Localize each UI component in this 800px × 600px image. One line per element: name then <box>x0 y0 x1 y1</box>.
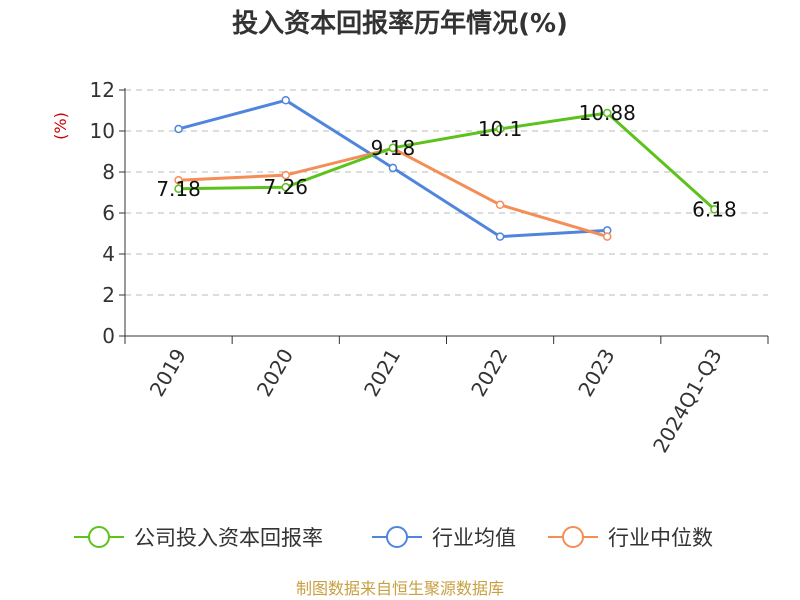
y-tick-label-4: 4 <box>102 242 115 266</box>
legend: 公司投入资本回报率 行业均值 行业中位数 <box>74 526 713 550</box>
data-label-0: 7.18 <box>156 177 201 201</box>
gridlines <box>125 89 768 296</box>
y-tick-label-2: 2 <box>102 283 115 307</box>
series-line-2 <box>178 146 608 239</box>
series-2-point-4 <box>603 232 612 241</box>
source-note: 制图数据来自恒生聚源数据库 <box>296 579 504 598</box>
y-tick-label-12: 12 <box>90 78 115 102</box>
series-1-point-3 <box>495 232 505 241</box>
y-axis-label: (%) <box>51 112 70 140</box>
series-line-0 <box>178 111 716 211</box>
chart-title: 投入资本回报率历年情况(%) <box>232 8 568 39</box>
data-label-2: 9.18 <box>371 136 416 160</box>
series-0-point-4 <box>603 108 612 118</box>
series-2-point-0 <box>174 175 183 185</box>
series-group <box>174 96 719 241</box>
data-label-3: 10.1 <box>478 117 523 141</box>
series-1-point-0 <box>174 124 183 134</box>
x-tick-label-2020: 2020 <box>252 345 298 401</box>
data-label-4: 10.88 <box>579 101 636 125</box>
x-tick-label-2021: 2021 <box>359 345 405 401</box>
legend-marker-0 <box>88 526 110 548</box>
data-label-5: 6.18 <box>692 197 737 221</box>
y-tick-label-8: 8 <box>102 160 115 184</box>
x-tick-label-2022: 2022 <box>466 345 512 401</box>
series-2-point-1 <box>281 170 290 180</box>
series-0-point-2 <box>388 143 398 153</box>
x-tick-label-2019: 2019 <box>145 345 191 401</box>
x-tick-label-2023: 2023 <box>573 345 619 401</box>
legend-label-0: 公司投入资本回报率 <box>134 526 323 550</box>
y-tick-label-6: 6 <box>102 201 115 225</box>
series-0-point-5 <box>710 205 719 214</box>
y-tick-label-10: 10 <box>90 119 115 143</box>
series-0-point-3 <box>495 124 505 134</box>
series-1-point-1 <box>281 96 290 105</box>
series-0-point-0 <box>174 184 183 194</box>
series-0-point-1 <box>281 182 290 192</box>
legend-label-1: 行业均值 <box>432 526 516 550</box>
legend-marker-2 <box>562 526 584 548</box>
x-tick-label-2024Q1-Q3: 2024Q1-Q3 <box>648 345 727 457</box>
series-1-point-2 <box>388 163 398 173</box>
legend-label-2: 行业中位数 <box>608 526 713 550</box>
axes: 0 2 4 6 8 10 12 2019 2020 2021 2022 2023 2024Q1-Q3 <box>90 78 769 457</box>
series-2-point-3 <box>495 200 505 210</box>
data-labels: 7.18 7.26 9.18 10.1 10.88 6.18 <box>156 101 736 221</box>
legend-marker-1 <box>386 526 408 548</box>
y-tick-label-0: 0 <box>102 324 115 348</box>
data-label-1: 7.26 <box>263 175 308 199</box>
